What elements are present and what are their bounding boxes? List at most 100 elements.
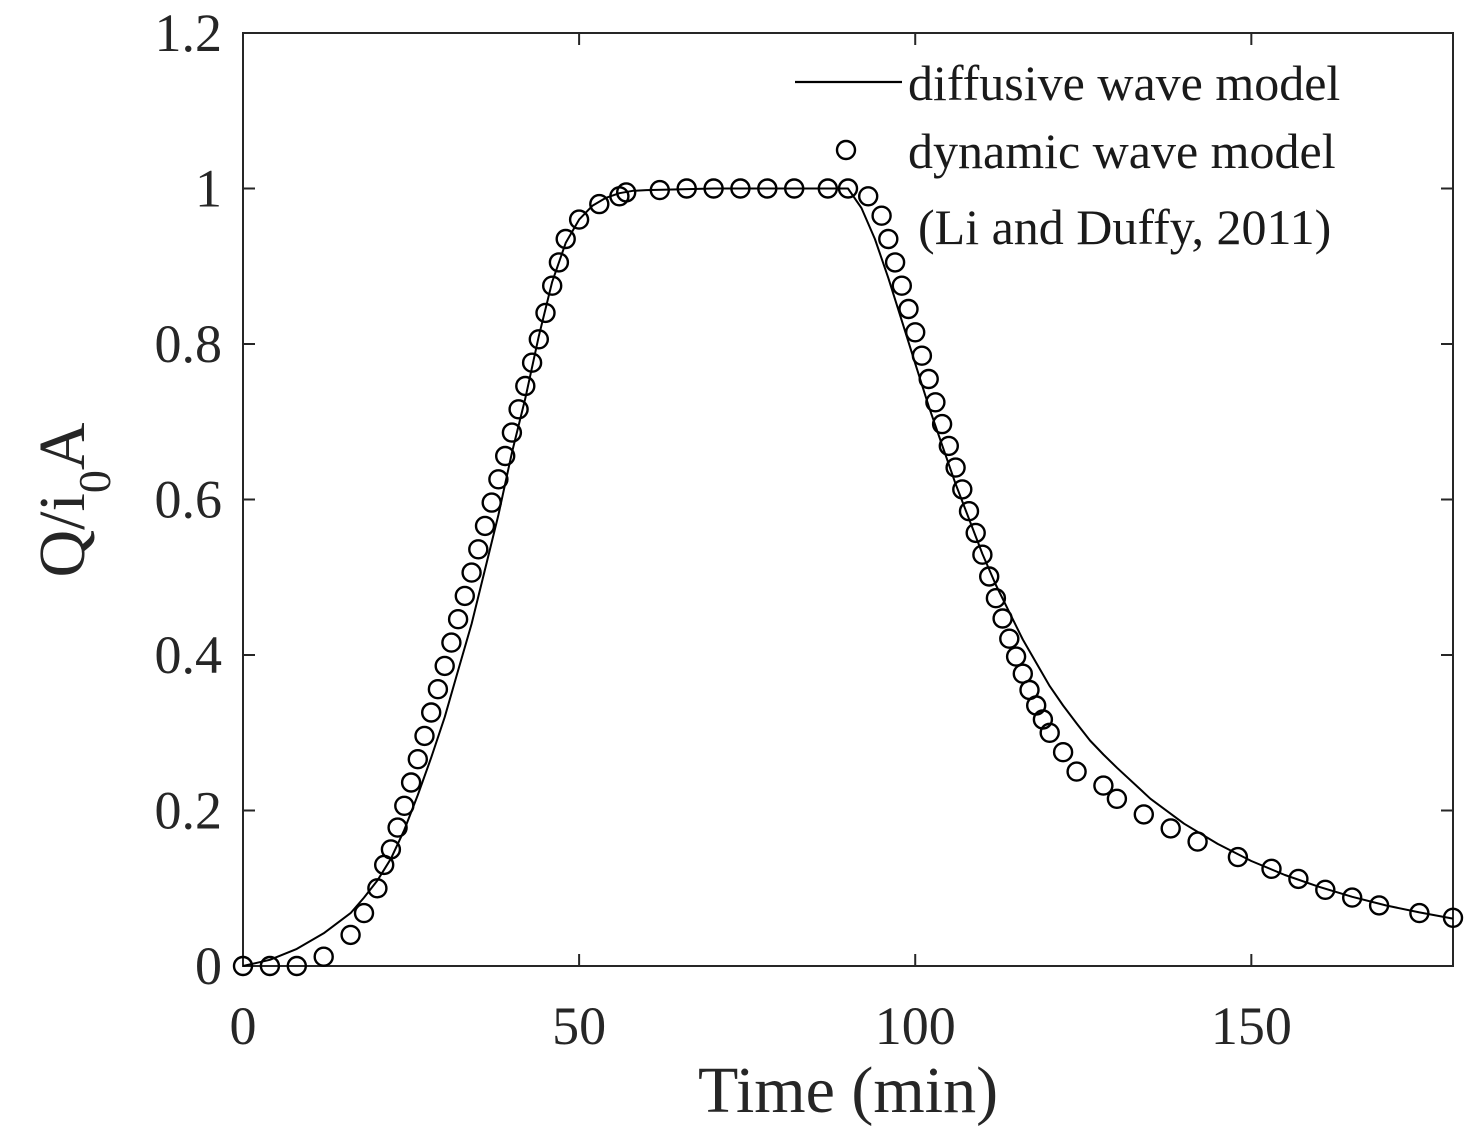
data-point-dynamic-wave [353,902,375,924]
data-point-dynamic-wave [461,562,482,583]
data-point-dynamic-wave [918,368,939,390]
data-point-dynamic-wave [1160,818,1181,839]
data-point-dynamic-wave [568,209,590,230]
data-point-dynamic-wave [1442,907,1464,928]
data-point-dynamic-wave [878,228,899,250]
data-point-dynamic-wave [488,469,509,490]
data-point-dynamic-wave [427,679,449,700]
data-point-dynamic-wave [1133,804,1155,825]
data-point-dynamic-wave [965,522,986,544]
x-tick-label: 50 [552,996,606,1056]
data-point-dynamic-wave [958,501,980,522]
data-point-dynamic-wave [367,878,388,899]
x-tick-label: 100 [875,996,956,1056]
data-point-dynamic-wave [515,375,536,397]
y-tick-label: 0.8 [155,314,223,374]
data-point-dynamic-wave [730,178,751,199]
data-point-dynamic-wave [434,655,455,677]
data-point-dynamic-wave [313,946,334,967]
legend-marker-swatch [835,139,857,161]
data-point-dynamic-wave [454,585,475,607]
data-point-dynamic-wave [535,302,556,324]
data-point-dynamic-wave [481,492,502,513]
data-point-dynamic-wave [703,178,724,199]
data-point-dynamic-wave [1005,646,1027,667]
y-tick-label: 0.6 [155,470,223,530]
y-tick-label: 1.2 [155,3,223,63]
data-point-dynamic-wave [979,566,1000,587]
data-point-dynamic-wave [1409,902,1430,924]
data-point-dynamic-wave [1093,775,1114,796]
data-point-dynamic-wave [1039,722,1060,743]
data-point-dynamic-wave [555,228,576,250]
data-point-dynamic-wave [495,445,516,467]
y-tick-labels: 0 0.2 0.4 0.6 0.8 1 1.2 [155,3,223,996]
data-point-dynamic-wave [985,588,1007,609]
data-point-dynamic-wave [421,702,442,723]
data-point-dynamic-wave [911,345,933,366]
y-axis-label: Q/i0A [26,422,120,577]
data-point-dynamic-wave [931,413,953,435]
data-point-dynamic-wave [757,178,778,199]
data-point-dynamic-wave [232,955,254,977]
data-point-dynamic-wave [468,539,489,560]
data-point-dynamic-wave [938,435,959,457]
data-point-dynamic-wave [259,955,281,977]
data-point-dynamic-wave [414,725,435,747]
data-point-dynamic-wave [474,515,496,537]
data-point-dynamic-wave [340,924,361,946]
series-line-diffusive-wave [242,187,1454,967]
data-point-dynamic-wave [925,392,946,413]
data-point-dynamic-wave [858,186,879,207]
data-point-dynamic-wave [1288,868,1309,890]
data-point-dynamic-wave [387,817,408,838]
data-point-dynamic-wave [501,422,523,443]
data-point-dynamic-wave [528,329,549,350]
data-point-dynamic-wave [508,399,529,420]
data-point-dynamic-wave [286,955,307,977]
data-point-dynamic-wave [1187,831,1208,852]
data-point-dynamic-wave [817,178,838,199]
data-point-dynamic-wave [441,632,462,653]
data-point-dynamic-wave [447,609,469,630]
data-point-dynamic-wave [871,205,892,226]
y-axis-label-subscript: 0 [69,470,120,493]
data-point-dynamic-wave [884,252,906,273]
series-layer [232,178,1464,977]
y-tick-label: 1 [195,159,222,219]
data-point-dynamic-wave [394,795,415,816]
x-tick-label: 0 [230,996,257,1056]
data-point-dynamic-wave [1261,858,1282,879]
data-point-dynamic-wave [1052,742,1074,763]
data-point-dynamic-wave [784,178,805,199]
data-point-dynamic-wave [837,178,859,199]
data-point-dynamic-wave [616,182,637,203]
data-point-dynamic-wave [1106,788,1128,809]
data-point-dynamic-wave [992,608,1013,629]
data-point-dynamic-wave [905,322,926,343]
x-axis-label: Time (min) [698,1054,998,1127]
y-tick-label: 0.4 [155,625,223,685]
y-tick-label: 0.2 [155,781,223,841]
legend-label-dynamic: dynamic wave model [908,123,1336,179]
data-point-dynamic-wave [952,479,973,500]
y-tick-label: 0 [195,936,222,996]
data-point-dynamic-wave [542,275,563,296]
data-point-dynamic-wave [891,275,912,296]
svg-text:Q/i0A: Q/i0A [26,422,120,577]
legend: diffusive wave model dynamic wave model … [795,55,1340,255]
legend-label-diffusive: diffusive wave model [908,55,1340,111]
data-point-dynamic-wave [972,544,993,565]
data-point-dynamic-wave [589,193,610,215]
data-point-dynamic-wave [521,352,543,373]
data-point-dynamic-wave [380,839,402,860]
data-point-dynamic-wave [1315,879,1336,900]
data-point-dynamic-wave [945,457,966,478]
data-point-dynamic-wave [649,179,670,201]
x-tick-labels: 0 50 100 150 [230,996,1292,1056]
y-axis-label-tail: A [26,422,99,470]
legend-label-dynamic-citation: (Li and Duffy, 2011) [918,199,1331,255]
data-point-dynamic-wave [676,178,697,199]
